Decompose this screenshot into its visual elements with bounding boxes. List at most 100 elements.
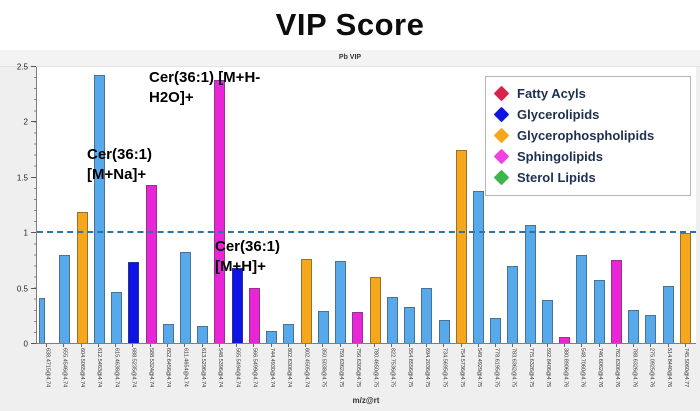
bar-other[interactable] [490, 317, 502, 343]
page-title: VIP Score [275, 7, 425, 42]
bar-sphingolipids[interactable] [559, 337, 571, 343]
x-tick-label: 602.4505@4.74 [297, 344, 314, 396]
bar-other[interactable] [524, 224, 536, 343]
bar-other[interactable] [421, 287, 433, 343]
y-tick-label: 2.5 [16, 62, 28, 72]
bar-sphingolipids[interactable] [248, 287, 260, 343]
bar-other[interactable] [179, 252, 191, 343]
x-tick-mark [477, 344, 479, 347]
x-tick-mark [253, 344, 255, 347]
vip-threshold-line [37, 230, 696, 233]
x-tick-mark [650, 344, 652, 347]
bar-other[interactable] [576, 254, 588, 343]
bar-other[interactable] [438, 319, 450, 343]
bar-other[interactable] [317, 310, 329, 343]
bar-glycerolipids[interactable] [128, 262, 140, 343]
bar-slot [108, 67, 125, 343]
x-tick-text: 744.4930@4.74 [268, 348, 275, 388]
bar-slot [384, 67, 401, 343]
bar-slot [366, 67, 383, 343]
y-axis: 0 0.5 1 1.5 2 2.5 [0, 63, 36, 349]
x-tick-text: 759.6362@4.75 [337, 348, 344, 388]
bar-other[interactable] [59, 254, 71, 343]
bar-other[interactable] [645, 315, 657, 343]
bar-other[interactable] [386, 296, 398, 343]
x-tick-label: 380.8906@4.76 [556, 344, 573, 396]
y-tick-mark [31, 121, 36, 123]
bar-slot [659, 67, 676, 343]
bar-other[interactable] [593, 280, 605, 343]
bar-other[interactable] [404, 306, 416, 343]
x-tick-text: 611.4654@4.74 [182, 348, 189, 387]
x-tick-text: 615.4638@4.74 [113, 348, 120, 388]
legend-item-glycerolipids[interactable]: Glycerolipids [493, 104, 682, 125]
x-tick-mark [97, 344, 99, 347]
bar-other[interactable] [507, 265, 519, 343]
annotation-line: H2O]+ [149, 89, 194, 106]
x-tick-text: 514.8440@4.76 [665, 348, 672, 388]
bar-glycerophospholipids[interactable] [300, 259, 312, 343]
x-tick-mark [356, 344, 358, 347]
bar-slot [504, 67, 521, 343]
bar-glycerophospholipids[interactable] [76, 211, 88, 343]
bar-other[interactable] [335, 261, 347, 343]
bar-other[interactable] [162, 324, 174, 343]
x-tick-label: 775.6326@4.75 [521, 344, 538, 396]
chart-panel: Pb VIP 0 0.5 1 1.5 2 2.5 Cer(36:1) [M+H- H2O]… [0, 50, 700, 411]
bar-other[interactable] [541, 299, 553, 343]
x-tick-mark [598, 344, 600, 347]
x-tick-mark [236, 344, 238, 347]
x-tick-mark [287, 344, 289, 347]
bar-other[interactable] [628, 309, 640, 343]
bar-sphingolipids[interactable] [214, 80, 226, 343]
bar-other[interactable] [197, 326, 209, 343]
bar-slot [229, 67, 246, 343]
bar-slot [315, 67, 332, 343]
bar-sphingolipids[interactable] [610, 260, 622, 343]
bar-other[interactable] [93, 74, 105, 343]
bar-sphingolipids[interactable] [145, 185, 157, 343]
x-tick-label: 694.2036@4.75 [418, 344, 435, 396]
y-tick-label: 0.5 [16, 284, 28, 294]
bar-other[interactable] [662, 285, 674, 343]
x-tick-mark [460, 344, 462, 347]
legend-item-sterol-lipids[interactable]: Sterol Lipids [493, 167, 682, 188]
legend-item-fatty-acyls[interactable]: Fatty Acyls [493, 83, 682, 104]
legend: Fatty Acyls Glycerolipids Glycerophospholi… [485, 76, 691, 196]
bar-other[interactable] [39, 297, 45, 343]
x-tick-label: 734.5695@4.75 [435, 344, 452, 396]
x-tick-label: 592.8406@4.75 [539, 344, 556, 396]
x-tick-mark [322, 344, 324, 347]
x-tick-mark [564, 344, 566, 347]
x-tick-label: 549.4929@4.75 [470, 344, 487, 396]
legend-item-sphingolipids[interactable]: Sphingolipids [493, 146, 682, 167]
bar-slot [125, 67, 142, 343]
legend-diamond-icon [493, 106, 510, 123]
x-tick-text: 655.4546@4.74 [61, 348, 68, 388]
bar-sphingolipids[interactable] [352, 312, 364, 343]
x-tick-text: 612.5463@4.74 [96, 348, 103, 388]
x-tick-label: 744.4930@4.74 [262, 344, 279, 396]
bar-other[interactable] [472, 190, 484, 343]
bar-glycerophospholipids[interactable] [679, 232, 691, 343]
bar-slot [642, 67, 659, 343]
bar-glycerophospholipids[interactable] [455, 149, 467, 343]
x-tick-label: 688.5235@4.74 [124, 344, 141, 396]
legend-diamond-icon [493, 148, 510, 165]
y-tick-mark [31, 287, 36, 289]
annotation-cer36-1-mna: Cer(36:1) [M+Na]+ [87, 145, 152, 185]
x-tick-label: 612.5463@4.74 [90, 344, 107, 396]
bar-other[interactable] [266, 330, 278, 343]
legend-item-glycerophospholipids[interactable]: Glycerophospholipids [493, 125, 682, 146]
x-tick-label: 565.5494@4.74 [228, 344, 245, 396]
bar-other[interactable] [283, 324, 295, 343]
bar-glycerophospholipids[interactable] [369, 276, 381, 343]
x-tick-label: 611.4654@4.74 [176, 344, 193, 396]
x-tick-mark [46, 344, 48, 347]
x-tick-label: 745.5060@4.77 [677, 344, 694, 396]
y-tick-label: 1.5 [16, 173, 28, 183]
bar-slot [591, 67, 608, 343]
bar-other[interactable] [111, 292, 123, 343]
bar-slot [677, 67, 694, 343]
bar-glycerolipids[interactable] [231, 267, 243, 343]
